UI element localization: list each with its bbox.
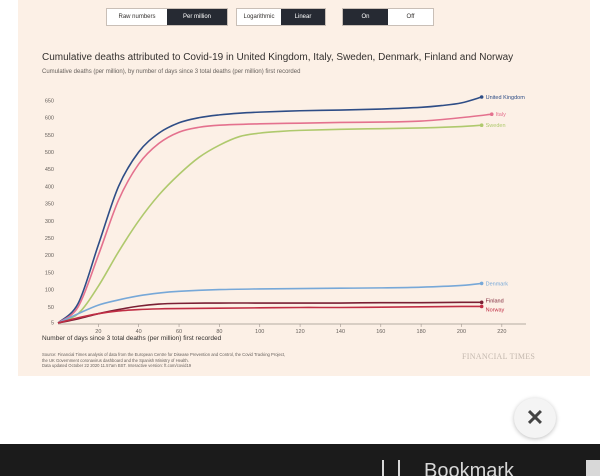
series-end-point — [479, 300, 484, 305]
series-end-point — [479, 281, 484, 286]
y-tick-label: 200 — [45, 253, 54, 259]
x-tick-label: 40 — [136, 329, 142, 335]
y-tick-label: 400 — [45, 184, 54, 190]
source-note: Source: Financial Times analysis of data… — [42, 352, 372, 369]
chart-panel — [18, 0, 590, 376]
y-tick-label: 450 — [45, 167, 54, 173]
series-line — [57, 301, 482, 324]
series-end-point — [479, 95, 484, 99]
linear-button[interactable]: Linear — [281, 9, 325, 25]
y-tick-label: 600 — [45, 116, 54, 122]
bookmark-text[interactable]: Bookmark — [424, 460, 515, 476]
x-tick-label: 160 — [376, 329, 385, 335]
series-line — [57, 282, 482, 324]
x-tick-label: 100 — [255, 329, 264, 335]
divider — [382, 460, 384, 476]
series-label: Sweden — [486, 123, 506, 129]
close-button[interactable]: ✕ — [514, 398, 556, 438]
x-tick-label: 60 — [176, 329, 182, 335]
on-button[interactable]: On — [343, 9, 388, 25]
series-label: United Kingdom — [486, 95, 526, 101]
source-line-2: the UK Government coronavirus dashboard … — [42, 357, 189, 363]
x-tick-label: 20 — [95, 329, 101, 335]
y-tick-label: 250 — [45, 236, 54, 242]
off-button[interactable]: Off — [406, 14, 415, 20]
series-label: Norway — [486, 307, 505, 313]
series-line — [57, 113, 492, 324]
series-line — [57, 305, 482, 324]
y-tick-label: 550 — [45, 133, 54, 139]
x-axis-label: Number of days since 3 total deaths (per… — [42, 335, 222, 342]
scale-toggle-a: Raw numbers Per million — [106, 8, 228, 26]
y-tick-label: 50 — [48, 305, 54, 311]
series-label: Denmark — [486, 281, 509, 287]
close-icon: ✕ — [525, 405, 545, 430]
y-tick-label: 150 — [45, 270, 54, 276]
x-tick-label: 220 — [497, 329, 506, 335]
series-label: Finland — [486, 298, 504, 304]
y-tick-label: 5 — [51, 320, 54, 326]
per-million-button[interactable]: Per million — [167, 9, 227, 25]
x-tick-label: 200 — [457, 329, 466, 335]
series-label: Italy — [496, 112, 506, 118]
series-line — [57, 96, 482, 324]
x-tick-label: 120 — [295, 329, 304, 335]
y-tick-label: 350 — [45, 202, 54, 208]
y-tick-label: 300 — [45, 219, 54, 225]
x-tick-label: 80 — [216, 329, 222, 335]
source-line-1: Source: Financial Times analysis of data… — [42, 352, 286, 357]
y-tick-label: 500 — [45, 150, 54, 156]
bottom-bar: Bookmark — [0, 444, 600, 476]
series-end-point — [479, 304, 484, 309]
logarithmic-button[interactable]: Logarithmic — [243, 14, 275, 20]
edge-block — [586, 460, 600, 476]
series-end-point — [479, 123, 484, 128]
raw-numbers-button[interactable]: Raw numbers — [118, 14, 156, 20]
divider — [398, 460, 400, 476]
series-end-point — [489, 112, 494, 116]
y-tick-label: 100 — [45, 288, 54, 294]
x-tick-label: 140 — [336, 329, 345, 335]
x-tick-label: 180 — [417, 329, 426, 335]
source-line-3: Data updated October 22 2020 11.57am BST… — [42, 363, 192, 368]
scale-toggle-b: Logarithmic Linear — [236, 8, 326, 26]
chart-title: Cumulative deaths attributed to Covid-19… — [42, 52, 514, 63]
series-line — [57, 124, 482, 324]
on-off-toggle: On Off — [342, 8, 434, 26]
chart-subtitle: Cumulative deaths (per million), by numb… — [42, 69, 301, 75]
brand-logo: FINANCIAL TIMES — [462, 352, 536, 361]
y-tick-label: 650 — [45, 98, 54, 104]
